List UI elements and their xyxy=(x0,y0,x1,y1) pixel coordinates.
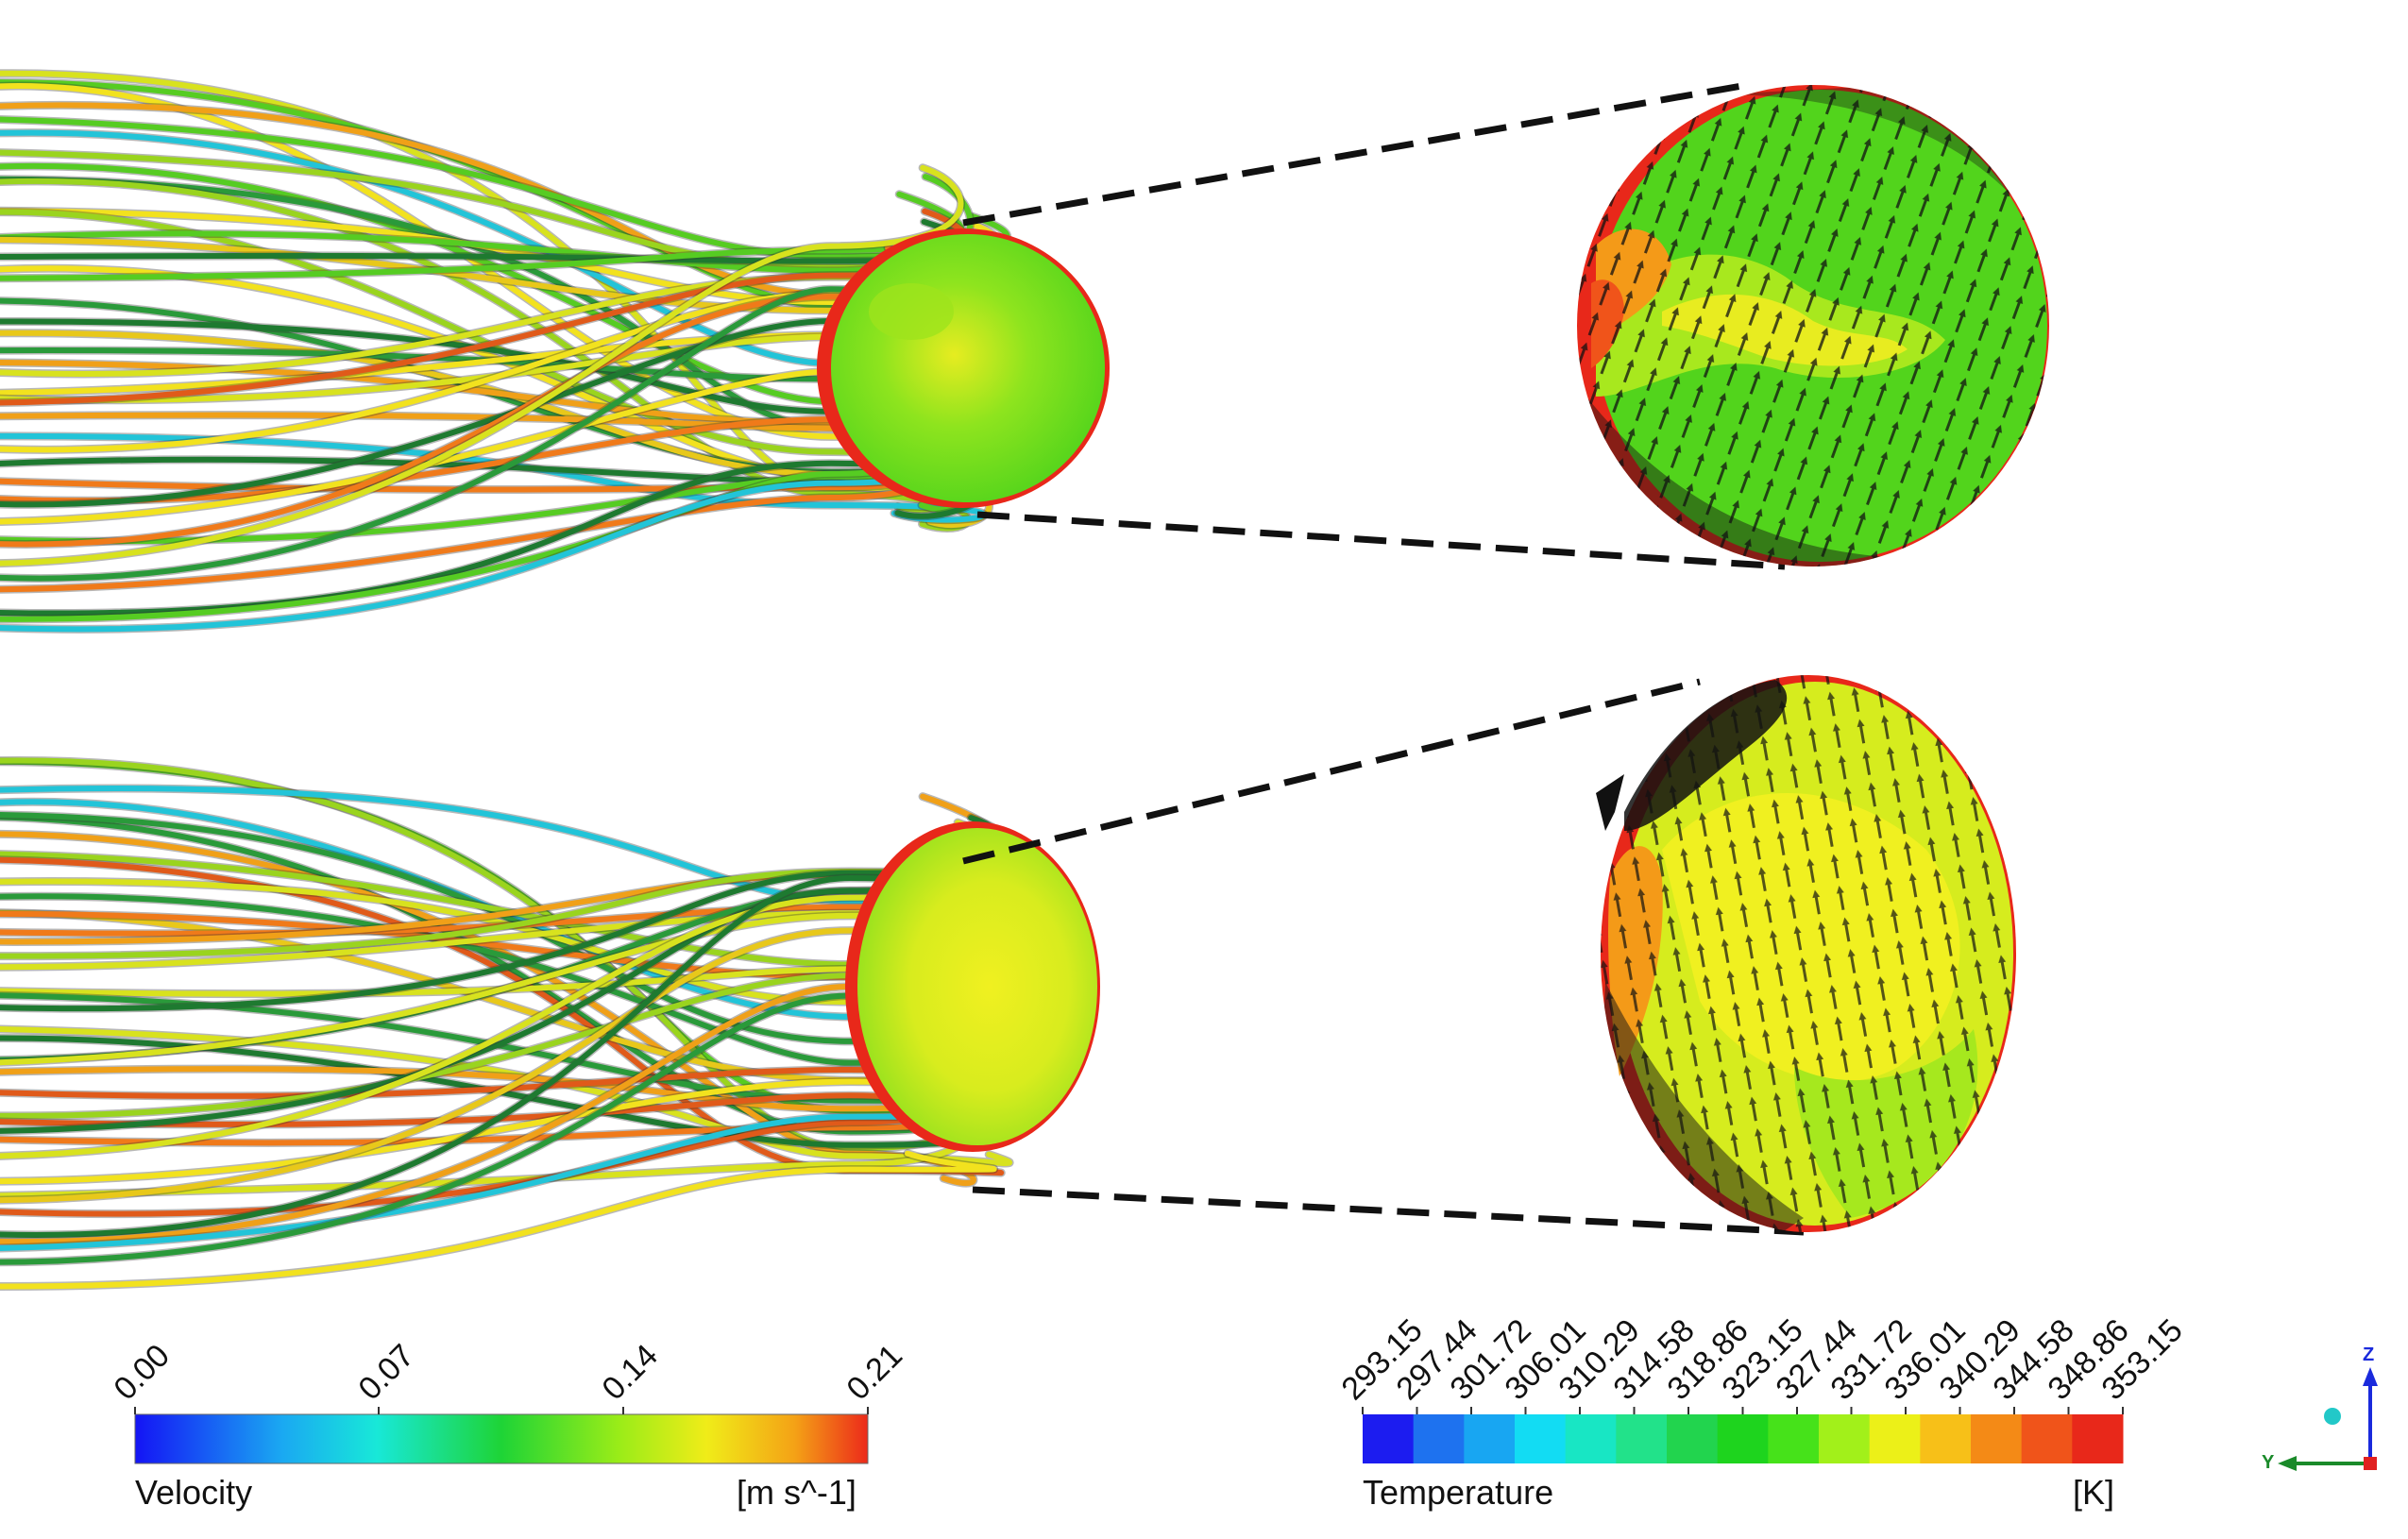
velocity-legend xyxy=(134,1407,869,1464)
temperature-band xyxy=(1819,1414,1871,1463)
temperature-unit: [K] xyxy=(2073,1473,2115,1512)
temperature-band xyxy=(1565,1414,1617,1463)
streamline xyxy=(0,1026,1013,1167)
zoom-disc-top xyxy=(1577,85,2049,567)
velocity-label: Velocity xyxy=(135,1473,253,1512)
temperature-label: Temperature xyxy=(1363,1473,1554,1512)
temperature-band xyxy=(1869,1414,1921,1463)
temperature-band xyxy=(1363,1414,1415,1463)
outlet-disc-top xyxy=(817,228,1110,508)
temperature-band xyxy=(1515,1414,1567,1463)
axis-triad xyxy=(2278,1367,2378,1471)
temperature-band xyxy=(1920,1414,1972,1463)
zoom-disc-bottom xyxy=(1596,675,2016,1232)
temperature-band xyxy=(1464,1414,1516,1463)
velocity-unit: [m s^-1] xyxy=(737,1473,856,1512)
outlet-disc-bottom xyxy=(845,821,1100,1152)
y-axis-label: Y xyxy=(2262,1452,2275,1473)
temperature-legend xyxy=(1362,1407,2124,1463)
streamline xyxy=(0,164,964,567)
zoom-connector-top xyxy=(962,81,1786,570)
temperature-band xyxy=(1667,1414,1719,1463)
velocity-colorbar xyxy=(134,1413,869,1464)
streamline xyxy=(0,191,965,281)
temperature-band xyxy=(1971,1414,2023,1463)
zoom-connector-bottom xyxy=(962,678,1805,1236)
streamline xyxy=(0,1150,997,1290)
temperature-band xyxy=(2021,1414,2073,1463)
z-axis-label: Z xyxy=(2363,1345,2375,1365)
temperature-band xyxy=(2072,1414,2124,1463)
x-axis-dot xyxy=(2324,1408,2341,1425)
temperature-band xyxy=(1616,1414,1668,1463)
temperature-band xyxy=(1768,1414,1820,1463)
temperature-band xyxy=(1413,1414,1465,1463)
temperature-band xyxy=(1717,1414,1769,1463)
